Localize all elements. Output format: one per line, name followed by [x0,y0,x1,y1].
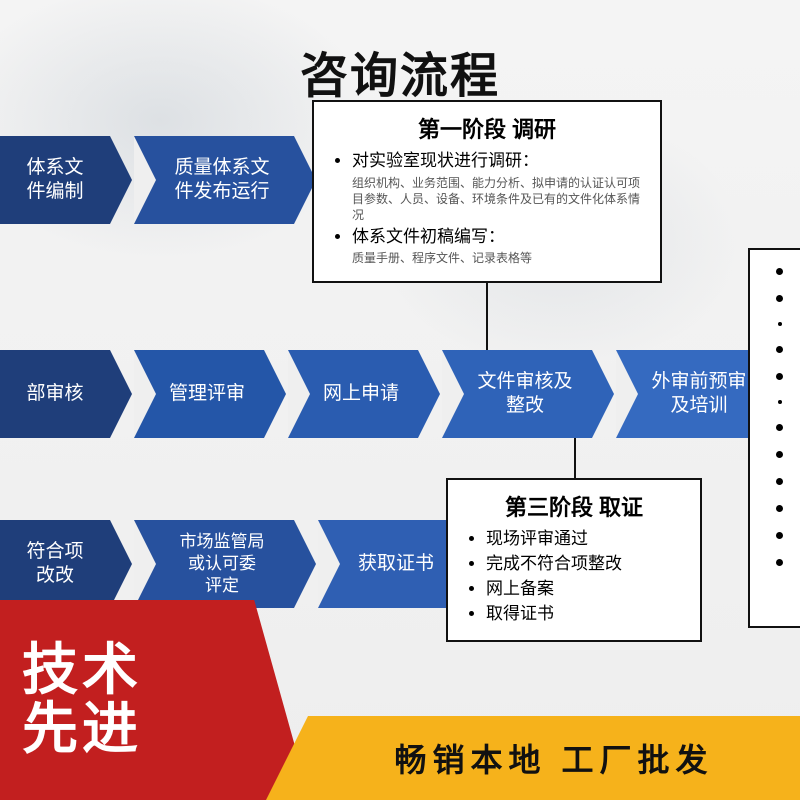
flow-row-2: 部审核 管理评审 网上申请 文件审核及整改 外审前预审及培训 [0,350,790,438]
bullet-icon [778,400,782,404]
flow-step-label: 获取证书 [358,552,434,576]
bullet-icon [776,559,783,566]
bullet-icon [776,451,783,458]
bullet-column [776,268,800,566]
flow-step-docs-release: 质量体系文件发布运行 [134,136,294,224]
callout-item: 完成不符合项整改 [486,553,684,576]
flow-step-label: 体系文件编制 [26,156,83,205]
flow-step-label: 部审核 [26,382,83,406]
bullet-icon [778,322,782,326]
bullet-icon [776,373,783,380]
flow-step-preaudit-train: 外审前预审及培训 [616,350,766,438]
flow-step-mgmt-review: 管理评审 [134,350,264,438]
callout-title: 第一阶段 调研 [330,112,644,144]
flow-row-3: 符合项改改 市场监管局或认可委评定 获取证书 [0,520,482,608]
bullet-icon [776,478,783,485]
callout-item: 取得证书 [486,603,684,626]
flow-step-label: 文件审核及整改 [477,370,572,419]
flow-step-label: 质量体系文件发布运行 [174,156,269,205]
bullet-icon [776,268,783,275]
callout-item-text: 体系文件初稿编写： [352,227,505,246]
flow-step-docs-author: 体系文件编制 [0,136,110,224]
flow-step-obtain-cert: 获取证书 [318,520,458,608]
callout-item-text: 对实验室现状进行调研： [352,151,539,170]
callout-item-text: 完成不符合项整改 [486,554,622,573]
promo-strip-text: 畅销本地 工厂批发 [395,735,714,781]
callout-list: 现场评审通过 完成不符合项整改 网上备案 取得证书 [464,528,684,626]
callout-right-cropped [748,248,800,628]
flow-step-internal-audit: 部审核 [0,350,110,438]
callout-item: 现场评审通过 [486,528,684,551]
connector-line [574,438,576,478]
callout-item: 网上备案 [486,578,684,601]
callout-phase-3: 第三阶段 取证 现场评审通过 完成不符合项整改 网上备案 取得证书 [446,478,702,642]
flow-step-label: 外审前预审及培训 [651,370,746,419]
callout-item: 对实验室现状进行调研： 组织机构、业务范围、能力分析、拟申请的认证认可项目参数、… [352,150,644,224]
flow-step-online-apply: 网上申请 [288,350,418,438]
promo-strip: 畅销本地 工厂批发 [308,716,800,800]
bullet-icon [776,505,783,512]
callout-title: 第三阶段 取证 [464,490,684,522]
callout-list: 对实验室现状进行调研： 组织机构、业务范围、能力分析、拟申请的认证认可项目参数、… [330,150,644,267]
callout-item: 体系文件初稿编写： 质量手册、程序文件、记录表格等 [352,226,644,267]
page-title: 咨询流程 [0,36,800,106]
flow-step-label: 符合项改改 [26,540,83,589]
callout-item-sub: 质量手册、程序文件、记录表格等 [352,250,644,266]
callout-item-text: 网上备案 [486,579,554,598]
callout-item-text: 取得证书 [486,604,554,623]
callout-item-text: 现场评审通过 [486,529,588,548]
flow-step-doc-review: 文件审核及整改 [442,350,592,438]
flow-row-1: 体系文件编制 质量体系文件发布运行 [0,136,318,224]
flow-step-regulator-eval: 市场监管局或认可委评定 [134,520,294,608]
callout-phase-1: 第一阶段 调研 对实验室现状进行调研： 组织机构、业务范围、能力分析、拟申请的认… [312,100,662,283]
bullet-icon [776,532,783,539]
flow-step-label: 网上申请 [323,382,399,406]
flow-step-label: 市场监管局或认可委评定 [180,531,265,596]
bullet-icon [776,295,783,302]
seal-line-1: 技术 [22,641,310,700]
flow-step-nonconform-fix: 符合项改改 [0,520,110,608]
flow-step-label: 管理评审 [169,382,245,406]
bullet-icon [776,346,783,353]
bullet-icon [776,424,783,431]
callout-item-sub: 组织机构、业务范围、能力分析、拟申请的认证认可项目参数、人员、设备、环境条件及已… [352,175,644,224]
